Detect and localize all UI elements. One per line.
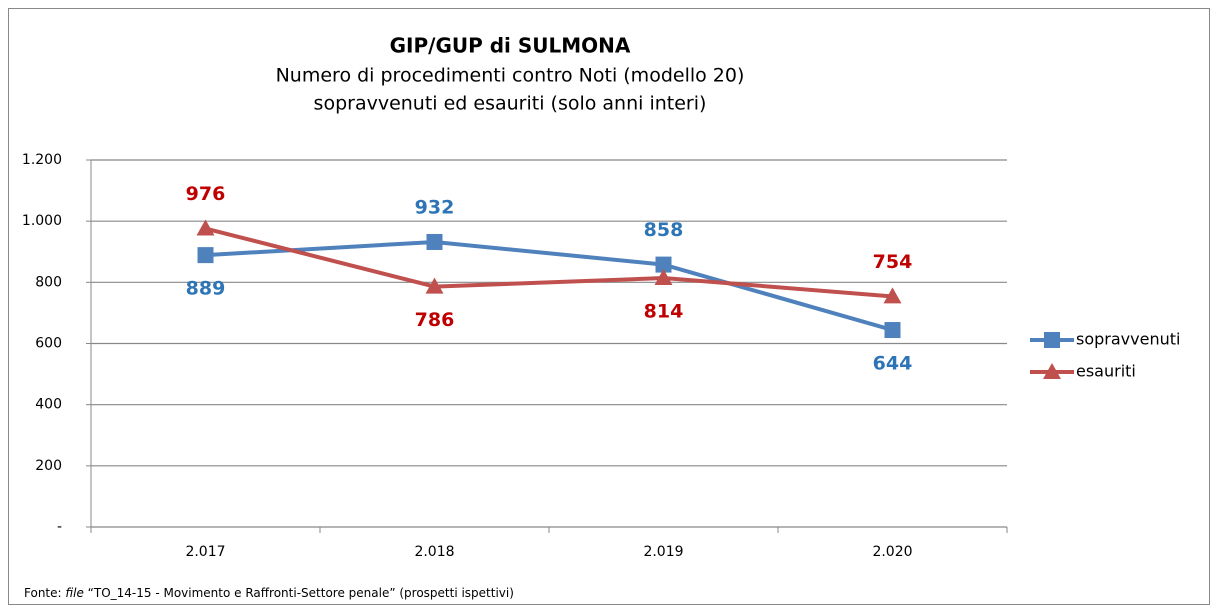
x-tick-label: 2.018 bbox=[414, 544, 454, 560]
y-tick-label: 600 bbox=[35, 336, 62, 352]
data-label: 976 bbox=[186, 183, 226, 205]
data-label: 786 bbox=[415, 309, 455, 331]
chart-subtitle: Numero di procedimenti contro Noti (mode… bbox=[276, 65, 745, 87]
data-label: 644 bbox=[873, 353, 913, 375]
data-label: 814 bbox=[644, 301, 684, 323]
data-point bbox=[654, 269, 673, 286]
y-tick-label: 200 bbox=[35, 458, 62, 474]
y-tick-label: - bbox=[57, 519, 62, 535]
legend-marker bbox=[1044, 332, 1060, 348]
x-tick-label: 2.017 bbox=[185, 544, 225, 560]
data-point bbox=[426, 233, 443, 250]
source-note: Fonte: file “TO_14-15 - Movimento e Raff… bbox=[24, 586, 514, 600]
source-part: file bbox=[65, 586, 83, 600]
y-tick-label: 1.000 bbox=[22, 213, 62, 229]
data-point bbox=[196, 219, 215, 236]
series-line bbox=[205, 239, 894, 332]
data-point bbox=[883, 287, 902, 304]
data-point bbox=[425, 277, 444, 294]
data-label: 889 bbox=[186, 278, 226, 300]
data-point bbox=[884, 322, 901, 339]
data-label: 754 bbox=[873, 251, 913, 273]
source-part: “TO_14-15 - Movimento e Raffronti-Settor… bbox=[84, 586, 514, 600]
y-tick-label: 400 bbox=[35, 397, 62, 413]
legend-label: sopravvenuti bbox=[1076, 330, 1180, 349]
chart-subtitle: sopravvenuti ed esauriti (solo anni inte… bbox=[314, 93, 707, 115]
data-point bbox=[197, 247, 214, 264]
legend-label: esauriti bbox=[1076, 362, 1136, 381]
data-label: 932 bbox=[415, 196, 455, 218]
chart-title: GIP/GUP di SULMONA bbox=[390, 34, 631, 58]
y-tick-label: 800 bbox=[35, 274, 62, 290]
data-label: 858 bbox=[644, 219, 684, 241]
source-part: Fonte: bbox=[24, 586, 65, 600]
y-tick-label: 1.200 bbox=[22, 152, 62, 168]
chart-border bbox=[8, 8, 1210, 605]
x-tick-label: 2.020 bbox=[872, 544, 912, 560]
legend-marker bbox=[1043, 363, 1061, 379]
series-line bbox=[205, 226, 893, 299]
x-tick-label: 2.019 bbox=[643, 544, 683, 560]
data-point bbox=[655, 256, 672, 273]
